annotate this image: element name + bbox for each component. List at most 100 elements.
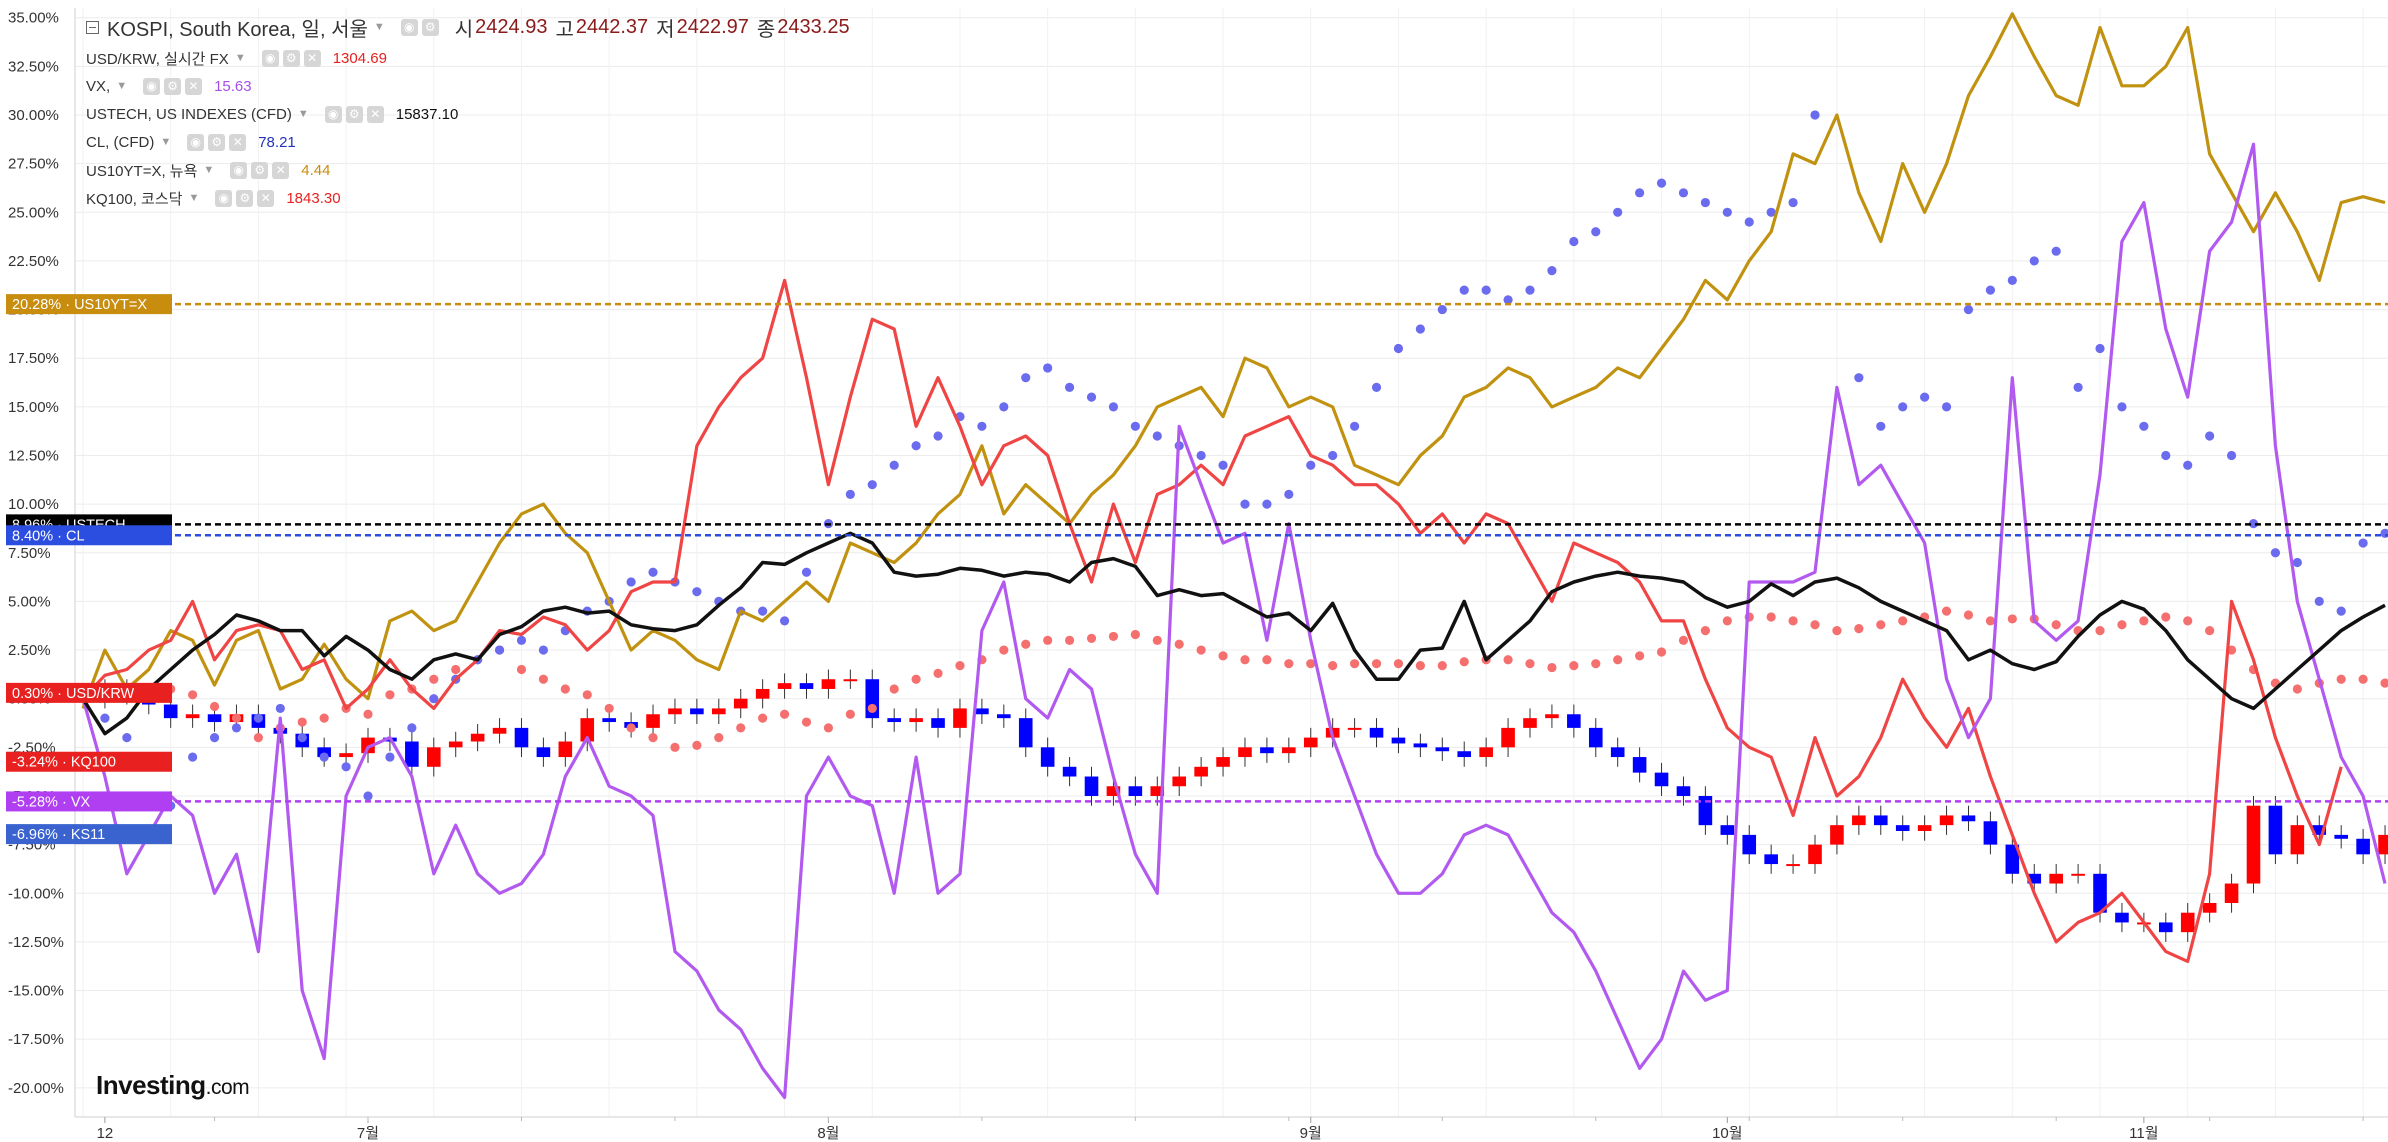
close-icon[interactable]: ✕ [185,77,203,95]
data-point [275,703,285,714]
data-point [1130,421,1140,431]
data-point [867,480,877,490]
eye-icon[interactable]: ◉ [143,77,161,95]
chevron-down-icon[interactable]: ▼ [160,136,172,148]
close-icon[interactable]: ✕ [272,161,290,179]
open-value: 2424.93 [475,15,548,38]
logo-text: Investing [96,1070,206,1100]
candle-body [1347,727,1362,730]
data-point [1218,460,1228,470]
data-point [2095,625,2105,636]
candle-body [799,683,814,689]
legend-series-name: VX, [86,77,111,95]
series-kq100 [81,278,2343,964]
close-icon[interactable]: ✕ [257,189,275,207]
data-point [516,635,527,645]
gear-icon[interactable]: ⚙ [345,105,363,123]
data-point [2248,518,2259,529]
series-line [81,531,2386,736]
data-point [2139,616,2149,626]
legend-series-value: 1843.30 [286,189,341,207]
series-controls: ◉ ⚙ ✕ [230,161,290,179]
data-point [1985,616,1996,626]
data-point [2380,528,2388,538]
data-point [1876,620,1886,630]
eye-icon[interactable]: ◉ [324,105,342,123]
candle-body [1084,776,1099,796]
gear-icon[interactable]: ⚙ [282,49,300,67]
data-point [2358,674,2368,684]
x-tick-label: 10월 [1712,1125,1743,1142]
gear-icon[interactable]: ⚙ [236,189,254,207]
data-point [1503,295,1513,305]
candle-body [931,718,945,728]
series-layer [76,12,2388,1100]
chevron-down-icon[interactable]: ▼ [297,108,309,120]
gear-icon[interactable]: ⚙ [208,133,226,151]
data-point [1635,188,1645,198]
chevron-down-icon[interactable]: ▼ [203,164,215,176]
candle-body [2005,844,2020,874]
chevron-down-icon[interactable]: ▼ [234,52,246,64]
data-point [1941,402,1952,412]
data-point [2029,256,2039,266]
legend-series-name: CL, (CFD) [86,133,155,151]
candle-body [207,714,222,723]
data-point [429,674,439,684]
close-icon[interactable]: ✕ [366,105,384,123]
legend-series-name: KQ100, 코스닥 [86,190,183,208]
candle-body [1391,737,1406,744]
data-point [122,733,132,743]
data-point [1130,629,1140,640]
data-point [2161,612,2171,622]
eye-icon[interactable]: ◉ [187,133,205,151]
candle-body [887,718,901,723]
price-labels: 20.28% · US10YT=X8.96% · USTECH8.40% · C… [6,294,172,845]
data-point [1525,285,1535,295]
data-point [1854,373,1864,383]
eye-icon[interactable]: ◉ [215,189,233,207]
low-label: 저 [656,18,675,41]
high-label: 고 [555,18,574,41]
data-point [385,752,395,762]
y-tick-label: 25.00% [8,204,59,221]
y-tick-label: -20.00% [8,1080,64,1097]
candle-body [1106,786,1121,796]
data-point [1371,382,1382,392]
candle-body [1852,815,1866,826]
gear-icon[interactable]: ⚙ [251,161,269,179]
chevron-down-icon[interactable]: ▼ [116,80,128,92]
x-tick-label: 12 [97,1125,114,1142]
eye-icon[interactable]: ◉ [261,49,279,67]
data-point [341,762,351,772]
data-point [1876,421,1886,431]
data-point [2139,421,2149,431]
collapse-icon[interactable] [86,20,99,34]
candle-body [185,714,200,719]
candle-body [909,718,923,723]
gear-icon[interactable]: ⚙ [421,18,439,36]
data-point [1569,661,1579,671]
chevron-down-icon[interactable]: ▼ [373,21,385,33]
data-point [1393,343,1404,354]
data-point [2336,674,2346,684]
candle-body [317,747,331,758]
close-icon[interactable]: ✕ [303,49,321,67]
legend-row: USTECH, US INDEXES (CFD) ▼ ◉ ⚙ ✕ 15837.10 [86,100,850,128]
close-icon[interactable]: ✕ [229,133,247,151]
data-point [516,664,527,675]
data-point [823,723,834,733]
data-point [1262,499,1272,509]
eye-icon[interactable]: ◉ [230,161,248,179]
x-tick-label: 8월 [817,1125,839,1142]
gear-icon[interactable]: ⚙ [164,77,182,95]
data-point [2380,678,2388,688]
data-point [1152,431,1162,441]
y-tick-label: -12.50% [8,934,64,951]
chevron-down-icon[interactable]: ▼ [188,192,200,204]
data-point [1569,236,1579,247]
data-point [1371,659,1382,669]
candle-body [2378,834,2388,855]
eye-icon[interactable]: ◉ [400,18,418,36]
